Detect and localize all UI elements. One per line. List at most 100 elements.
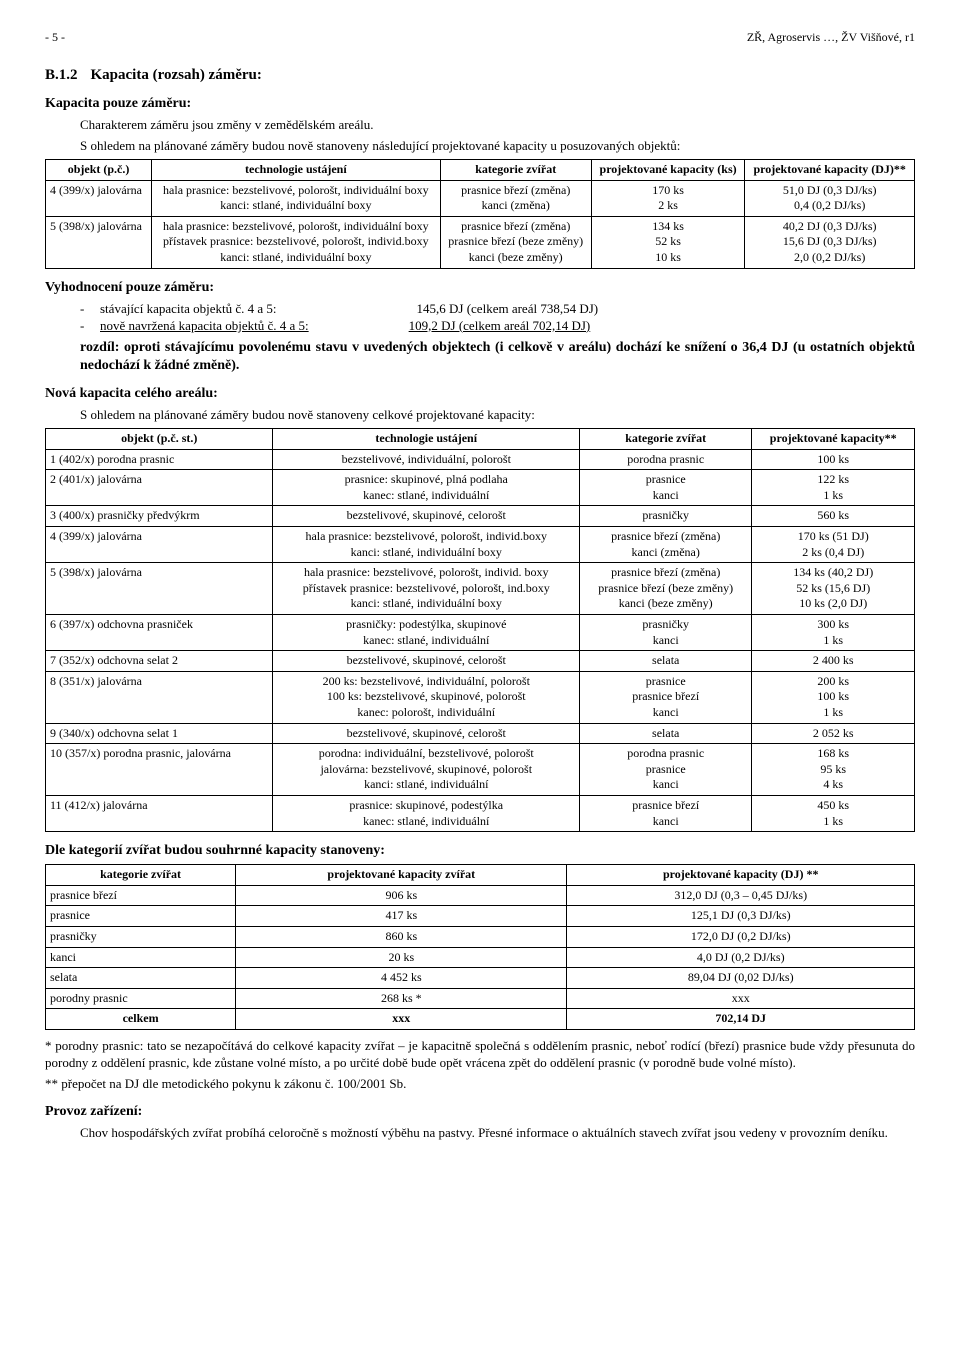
cell: 8 (351/x) jalovárna (46, 671, 273, 723)
cell: 300 ks1 ks (752, 614, 915, 650)
table-header-row: objekt (p.č. st.) technologie ustájení k… (46, 429, 915, 450)
table-row: 1 (402/x) porodna prasnicbezstelivové, i… (46, 449, 915, 470)
cell: prasnice březíkanci (580, 795, 752, 831)
intro-text-1: Charakterem záměru jsou změny v zeměděls… (80, 117, 915, 134)
cell: 40,2 DJ (0,3 DJ/ks)15,6 DJ (0,3 DJ/ks)2,… (745, 216, 915, 268)
cell: 168 ks95 ks4 ks (752, 744, 915, 796)
cell: bezstelivové, skupinové, celorošt (273, 651, 580, 672)
eval-value: 109,2 DJ (celkem areál 702,14 DJ) (409, 318, 591, 335)
cell: selata (580, 723, 752, 744)
table-row: 8 (351/x) jalovárna200 ks: bezstelivové,… (46, 671, 915, 723)
cell: kanci (46, 947, 236, 968)
th: objekt (p.č. st.) (46, 429, 273, 450)
cell: 200 ks: bezstelivové, individuální, polo… (273, 671, 580, 723)
cell: 134 ks (40,2 DJ)52 ks (15,6 DJ)10 ks (2,… (752, 563, 915, 615)
cell: porodna prasnicprasnicekanci (580, 744, 752, 796)
eval-value: 145,6 DJ (celkem areál 738,54 DJ) (417, 301, 599, 318)
th: kategorie zvířat (46, 865, 236, 886)
cell: 9 (340/x) odchovna selat 1 (46, 723, 273, 744)
cell: 170 ks2 ks (591, 180, 745, 216)
cell: prasnice: skupinové, podestýlkakanec: st… (273, 795, 580, 831)
table-all-objects: objekt (p.č. st.) technologie ustájení k… (45, 428, 915, 832)
table-row: prasnice březí906 ks312,0 DJ (0,3 – 0,45… (46, 885, 915, 906)
eval-line-2: - nově navržená kapacita objektů č. 4 a … (80, 318, 915, 335)
cell: 6 (397/x) odchovna prasniček (46, 614, 273, 650)
cell: 3 (400/x) prasničky předvýkrm (46, 506, 273, 527)
sub2-intro: S ohledem na plánované záměry budou nově… (80, 407, 915, 424)
table-row: 6 (397/x) odchovna prasničekprasničky: p… (46, 614, 915, 650)
cell: porodna prasnic (580, 449, 752, 470)
cell: 417 ks (236, 906, 567, 927)
table-row: prasničky860 ks172,0 DJ (0,2 DJ/ks) (46, 927, 915, 948)
subhead-dle-kategorii: Dle kategorií zvířat budou souhrnné kapa… (45, 842, 915, 860)
cell: 125,1 DJ (0,3 DJ/ks) (567, 906, 915, 927)
cell: porodny prasnic (46, 988, 236, 1009)
eval-label: nově navržená kapacita objektů č. 4 a 5: (100, 318, 309, 335)
cell: prasnice březí (změna)kanci (změna) (580, 527, 752, 563)
table-row: 5 (398/x) jalovárna hala prasnice: bezst… (46, 216, 915, 268)
cell: 11 (412/x) jalovárna (46, 795, 273, 831)
table-row: 7 (352/x) odchovna selat 2bezstelivové, … (46, 651, 915, 672)
eval-label: stávající kapacita objektů č. 4 a 5: (100, 301, 277, 318)
cell: 2 052 ks (752, 723, 915, 744)
th-dj: projektované kapacity (DJ)** (745, 160, 915, 181)
cell: prasnice: skupinové, plná podlahakanec: … (273, 470, 580, 506)
cell: xxx (567, 988, 915, 1009)
table-row: 10 (357/x) porodna prasnic, jalovárna por… (46, 744, 915, 796)
cell: 4 452 ks (236, 968, 567, 989)
provoz-text: Chov hospodářských zvířat probíhá celoro… (80, 1125, 915, 1142)
table-row: selata4 452 ks89,04 DJ (0,02 DJ/ks) (46, 968, 915, 989)
subhead-provoz: Provoz zařízení: (45, 1103, 915, 1121)
cell: 122 ks1 ks (752, 470, 915, 506)
th-tech: technologie ustájení (152, 160, 441, 181)
cell: 4 (399/x) jalovárna (46, 527, 273, 563)
table-row: kanci20 ks4,0 DJ (0,2 DJ/ks) (46, 947, 915, 968)
cell-total-val: xxx (236, 1009, 567, 1030)
cell: 312,0 DJ (0,3 – 0,45 DJ/ks) (567, 885, 915, 906)
page-num: - 5 - (45, 30, 65, 46)
eval-line-1: - stávající kapacita objektů č. 4 a 5: 1… (80, 301, 915, 318)
subhead-nova-kapacita: Nová kapacita celého areálu: (45, 385, 915, 403)
dash: - (80, 301, 100, 318)
th: kategorie zvířat (580, 429, 752, 450)
cell: 7 (352/x) odchovna selat 2 (46, 651, 273, 672)
table-row: 9 (340/x) odchovna selat 1bezstelivové, … (46, 723, 915, 744)
table-capacities-objects: objekt (p.č.) technologie ustájení kateg… (45, 159, 915, 269)
cell: bezstelivové, skupinové, celorošt (273, 723, 580, 744)
page-doc-ref: ZŘ, Agroservis …, ŽV Višňové, r1 (747, 30, 915, 46)
cell: 2 400 ks (752, 651, 915, 672)
cell: hala prasnice: bezstelivové, polorošt, i… (273, 563, 580, 615)
footnote-2: ** přepočet na DJ dle metodického pokynu… (45, 1076, 915, 1093)
table-row: 2 (401/x) jalovárnaprasnice: skupinové, … (46, 470, 915, 506)
intro-text-2: S ohledem na plánované záměry budou nově… (80, 138, 915, 155)
cell: hala prasnice: bezstelivové, polorošt, i… (152, 216, 441, 268)
cell: 450 ks1 ks (752, 795, 915, 831)
table-row: 4 (399/x) jalovárna hala prasnice: bezst… (46, 180, 915, 216)
cell: 51,0 DJ (0,3 DJ/ks)0,4 (0,2 DJ/ks) (745, 180, 915, 216)
cell: 906 ks (236, 885, 567, 906)
cell: prasnice březí (změna)kanci (změna) (440, 180, 591, 216)
table-row: 11 (412/x) jalovárnaprasnice: skupinové,… (46, 795, 915, 831)
cell: 560 ks (752, 506, 915, 527)
table-header-row: objekt (p.č.) technologie ustájení kateg… (46, 160, 915, 181)
cell: 4,0 DJ (0,2 DJ/ks) (567, 947, 915, 968)
subhead-kapacita-pouze: Kapacita pouze záměru: (45, 95, 915, 113)
cell: prasnice březí (46, 885, 236, 906)
cell: bezstelivové, skupinové, celorošt (273, 506, 580, 527)
cell: 4 (399/x) jalovárna (46, 180, 152, 216)
cell: hala prasnice: bezstelivové, polorošt, i… (152, 180, 441, 216)
cell: 860 ks (236, 927, 567, 948)
cell: 20 ks (236, 947, 567, 968)
cell: bezstelivové, individuální, polorošt (273, 449, 580, 470)
table-category-summary: kategorie zvířat projektované kapacity z… (45, 864, 915, 1030)
th: projektované kapacity (DJ) ** (567, 865, 915, 886)
th-ks: projektované kapacity (ks) (591, 160, 745, 181)
cell: prasnice březí (změna)prasnice březí (be… (440, 216, 591, 268)
cell: 134 ks52 ks10 ks (591, 216, 745, 268)
cell: 10 (357/x) porodna prasnic, jalovárna (46, 744, 273, 796)
th-cat: kategorie zvířat (440, 160, 591, 181)
cell-total-label: celkem (46, 1009, 236, 1030)
th-obj: objekt (p.č.) (46, 160, 152, 181)
cell: hala prasnice: bezstelivové, polorošt, i… (273, 527, 580, 563)
section-heading: B.1.2 Kapacita (rozsah) záměru: (45, 66, 915, 86)
